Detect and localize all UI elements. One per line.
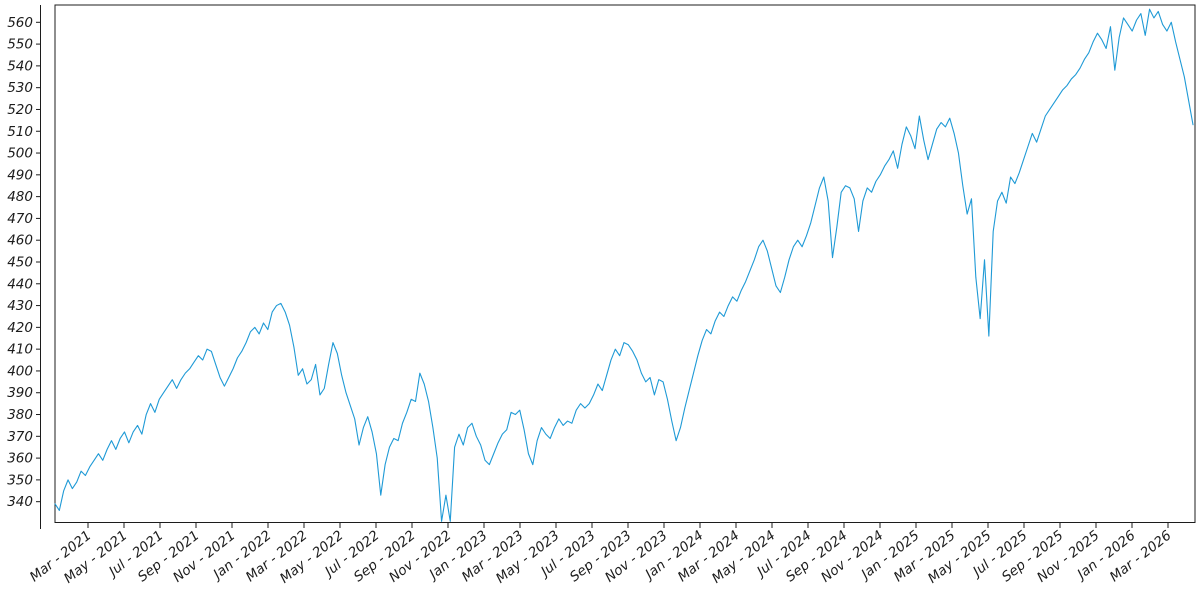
y-tick-label: 420 <box>7 320 33 336</box>
y-tick-label: 370 <box>7 429 33 445</box>
y-tick-label: 500 <box>7 146 33 162</box>
y-tick-label: 360 <box>7 451 33 467</box>
y-tick-label: 410 <box>7 342 33 358</box>
y-tick-label: 450 <box>7 254 33 270</box>
y-tick-label: 510 <box>7 124 33 140</box>
y-tick-label: 380 <box>7 407 33 423</box>
y-tick-label: 470 <box>7 211 33 227</box>
price-series-line <box>54 8 1194 522</box>
y-tick-label: 400 <box>7 363 33 379</box>
y-tick-label: 350 <box>7 472 33 488</box>
y-tick-label: 340 <box>7 494 33 510</box>
plot-area-border <box>54 4 1196 523</box>
y-tick-label: 460 <box>7 233 33 249</box>
y-tick-label: 540 <box>7 58 33 74</box>
y-tick-label: 530 <box>7 80 33 96</box>
y-tick-label: 560 <box>7 15 33 31</box>
y-tick-label: 550 <box>7 37 33 53</box>
y-tick-label: 390 <box>7 385 33 401</box>
y-tick-label: 430 <box>7 298 33 314</box>
y-tick-label: 440 <box>7 276 33 292</box>
y-tick-label: 520 <box>7 102 33 118</box>
y-tick-label: 480 <box>7 189 33 205</box>
y-tick-label: 490 <box>7 167 33 183</box>
